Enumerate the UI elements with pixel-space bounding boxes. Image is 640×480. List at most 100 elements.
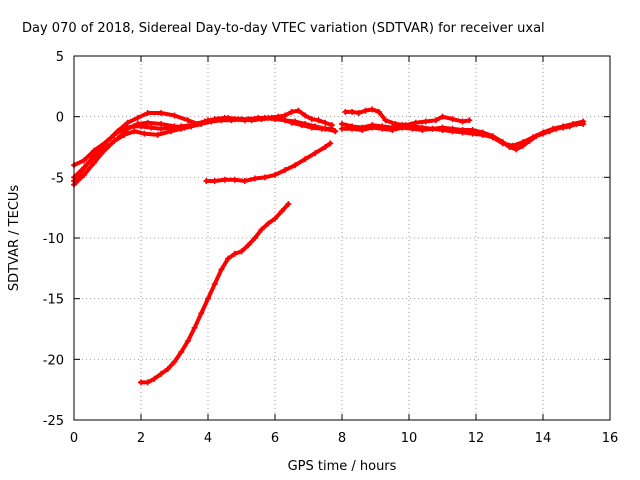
data-point xyxy=(208,118,215,125)
data-point xyxy=(513,146,520,153)
x-tick-label: 10 xyxy=(401,431,418,446)
data-point xyxy=(288,119,295,126)
chart-title: Day 070 of 2018, Sidereal Day-to-day VTE… xyxy=(22,21,545,36)
y-tick-label: -20 xyxy=(43,353,64,368)
data-point xyxy=(302,112,309,119)
data-point xyxy=(158,110,165,117)
data-point xyxy=(184,338,191,345)
data-point xyxy=(191,324,198,331)
data-point xyxy=(198,120,205,127)
data-point xyxy=(138,379,144,386)
x-tick-label: 6 xyxy=(271,431,279,446)
data-point xyxy=(570,120,577,127)
data-point xyxy=(144,110,151,117)
data-point xyxy=(131,123,138,130)
data-point xyxy=(138,123,144,130)
x-tick-label: 0 xyxy=(70,431,78,446)
data-point xyxy=(171,358,178,365)
series-arc-f xyxy=(339,120,587,153)
y-tick-label: -25 xyxy=(43,414,64,429)
data-point xyxy=(550,125,557,132)
data-point xyxy=(399,124,406,131)
y-tick-label: -5 xyxy=(51,171,64,186)
x-tick-label: 12 xyxy=(468,431,485,446)
y-tick-label: -15 xyxy=(43,293,64,308)
series-arc-g xyxy=(339,118,587,149)
data-point xyxy=(302,156,309,163)
data-point xyxy=(272,171,278,178)
data-point xyxy=(272,215,278,222)
data-point xyxy=(339,125,345,132)
data-point xyxy=(104,137,111,144)
data-point xyxy=(459,129,466,136)
data-point xyxy=(228,117,235,124)
series-arc-h xyxy=(203,140,334,184)
data-point xyxy=(158,125,165,132)
data-point xyxy=(322,119,329,126)
data-point xyxy=(111,131,118,138)
plot-frame xyxy=(73,55,611,421)
data-point xyxy=(248,117,255,124)
data-point xyxy=(288,108,295,115)
data-point xyxy=(375,108,382,115)
data-point xyxy=(278,116,285,123)
data-point xyxy=(91,159,98,166)
data-point xyxy=(409,125,416,132)
data-point xyxy=(221,176,228,183)
data-point xyxy=(432,117,439,124)
series-arc-c xyxy=(71,114,335,188)
data-point xyxy=(419,127,426,134)
x-tick-label: 2 xyxy=(137,431,145,446)
data-point xyxy=(154,131,161,138)
data-point xyxy=(439,113,446,120)
data-point xyxy=(148,124,155,131)
data-point xyxy=(268,114,275,121)
data-series xyxy=(71,106,587,386)
data-point xyxy=(327,140,334,147)
data-point xyxy=(211,281,218,288)
data-point xyxy=(439,127,446,134)
data-point xyxy=(258,226,265,233)
data-point xyxy=(265,220,272,227)
data-point xyxy=(332,128,339,135)
data-point xyxy=(141,130,148,137)
data-point xyxy=(101,147,108,154)
x-tick-label: 14 xyxy=(535,431,552,446)
y-axis-ticks: -25 -20 -15 -10 -5 0 5 xyxy=(43,50,610,429)
data-point xyxy=(580,118,587,125)
data-point xyxy=(459,118,466,125)
y-tick-label: -10 xyxy=(43,232,64,247)
series-line xyxy=(72,123,194,183)
data-point xyxy=(198,310,205,317)
data-point xyxy=(218,266,225,273)
data-point xyxy=(315,117,322,124)
data-point xyxy=(121,131,128,138)
data-point xyxy=(560,123,567,130)
series-line xyxy=(139,202,291,385)
data-point xyxy=(111,137,118,144)
data-point xyxy=(168,124,175,131)
data-point xyxy=(225,255,232,262)
data-point xyxy=(238,248,245,255)
data-point xyxy=(429,125,436,132)
data-point xyxy=(178,349,185,356)
data-point xyxy=(449,116,456,123)
data-point xyxy=(164,366,171,373)
data-point xyxy=(540,129,546,136)
series-line xyxy=(72,115,334,187)
data-point xyxy=(355,110,362,117)
x-tick-label: 8 xyxy=(338,431,346,446)
data-point xyxy=(278,208,285,215)
series-line xyxy=(343,107,472,128)
data-point xyxy=(298,122,305,129)
data-point xyxy=(285,201,292,208)
data-point xyxy=(282,167,289,174)
data-point xyxy=(308,124,315,131)
data-point xyxy=(218,117,225,124)
data-point xyxy=(261,174,268,181)
data-point xyxy=(91,152,98,159)
x-axis-ticks: 0 2 4 6 8 10 12 14 16 xyxy=(70,56,618,446)
series-arc-d xyxy=(71,122,195,184)
grid-lines xyxy=(74,56,610,420)
